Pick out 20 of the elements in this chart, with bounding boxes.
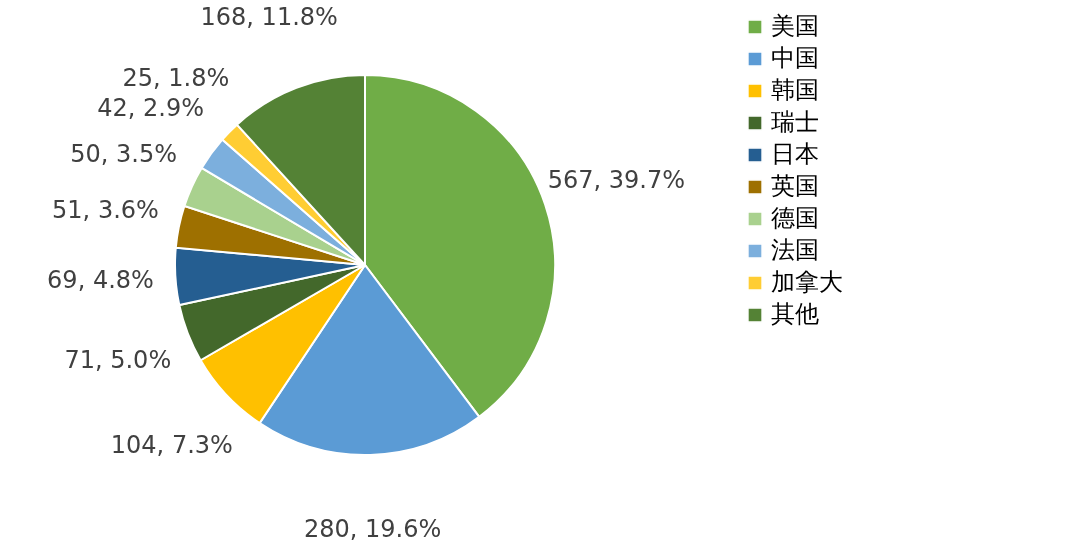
legend-label: 日本 bbox=[771, 140, 819, 168]
legend-label: 德国 bbox=[771, 204, 819, 232]
legend-label: 法国 bbox=[771, 236, 819, 264]
data-label: 280, 19.6% bbox=[303, 514, 442, 541]
data-label: 25, 1.8% bbox=[122, 64, 230, 93]
legend-label: 英国 bbox=[771, 172, 819, 200]
data-label: 567, 39.7% bbox=[547, 166, 685, 194]
data-label: 51, 3.6% bbox=[52, 196, 159, 225]
legend-label: 加拿大 bbox=[771, 268, 843, 296]
legend-label: 中国 bbox=[771, 44, 819, 72]
data-label: 104, 7.3% bbox=[110, 431, 233, 460]
legend-label: 其他 bbox=[771, 300, 819, 328]
data-label: 69, 4.8% bbox=[47, 266, 154, 295]
legend-label: 韩国 bbox=[771, 76, 819, 104]
data-label: 71, 5.0% bbox=[64, 345, 172, 374]
data-label: 168, 11.8% bbox=[200, 2, 338, 31]
legend-label: 瑞士 bbox=[771, 108, 819, 136]
data-label: 50, 3.5% bbox=[70, 140, 178, 169]
legend-label: 美国 bbox=[771, 12, 819, 40]
data-label: 42, 2.9% bbox=[97, 94, 205, 123]
